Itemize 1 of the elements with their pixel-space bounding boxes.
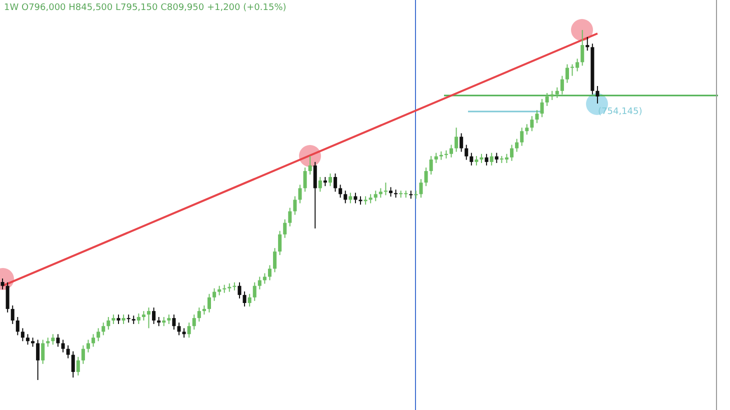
chart-title: 1W O796,000 H845,500 L795,150 C809,950 +1,200 (+0.15%)	[4, 3, 286, 13]
